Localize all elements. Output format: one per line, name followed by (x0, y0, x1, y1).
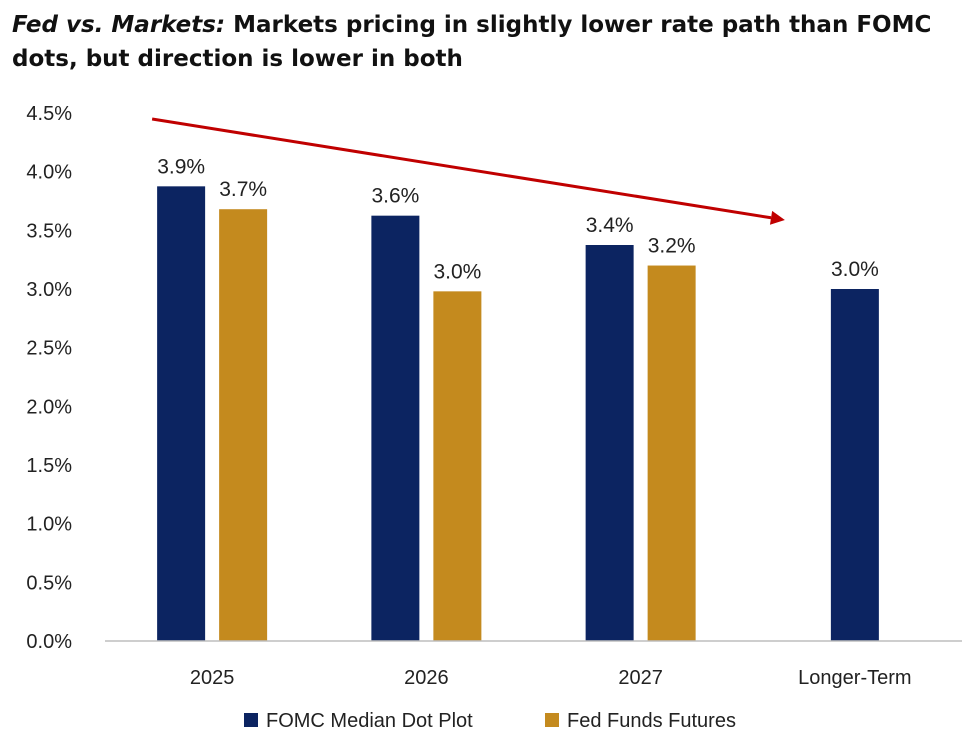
bar-fomc-2025 (157, 186, 206, 642)
bar-fomc-2026 (371, 215, 420, 641)
x-category-label: 2026 (404, 667, 449, 689)
bars (157, 186, 879, 642)
bar-futures-2026 (433, 291, 482, 641)
data-label: 3.2% (648, 235, 696, 258)
data-label: 3.9% (157, 155, 205, 178)
y-tick-label: 3.0% (26, 279, 72, 301)
legend-swatch (244, 713, 258, 727)
y-tick-label: 4.5% (26, 103, 72, 125)
data-label: 3.0% (433, 260, 481, 283)
bar-futures-2027 (647, 265, 696, 641)
legend-swatch (545, 713, 559, 727)
y-tick-label: 0.5% (26, 572, 72, 594)
trend-arrow-head (769, 210, 785, 225)
y-tick-label: 1.0% (26, 514, 72, 536)
bar-fomc-longer-term (830, 289, 879, 641)
y-tick-label: 4.0% (26, 162, 72, 184)
data-label: 3.7% (219, 178, 267, 201)
data-label: 3.4% (586, 214, 634, 237)
y-tick-label: 2.5% (26, 338, 72, 360)
bar-futures-2025 (219, 209, 268, 642)
x-category-label: 2025 (190, 667, 235, 689)
x-axis-categories: 2025 2026 2027 Longer-Term (190, 667, 912, 689)
trend-arrow (151, 117, 785, 225)
legend-label: FOMC Median Dot Plot (266, 710, 473, 732)
chart-title: Fed vs. Markets: Markets pricing in slig… (12, 8, 962, 76)
bar-fomc-2027 (585, 245, 634, 641)
x-category-label: Longer-Term (798, 667, 911, 689)
trend-arrow-shaft (151, 117, 772, 220)
y-axis: 0.0% 0.5% 1.0% 1.5% 2.0% 2.5% 3.0% 3.5% 4.0% 4.5% (26, 103, 72, 653)
y-tick-label: 0.0% (26, 631, 72, 653)
legend-label: Fed Funds Futures (567, 710, 736, 732)
x-category-label: 2027 (618, 667, 663, 689)
data-label: 3.6% (371, 185, 419, 208)
y-tick-label: 1.5% (26, 455, 72, 477)
y-tick-label: 2.0% (26, 396, 72, 418)
y-tick-label: 3.5% (26, 220, 72, 242)
chart-title-rest: Markets pricing in slightly lower rate p… (12, 12, 932, 72)
data-label: 3.0% (831, 258, 879, 281)
chart-title-italic: Fed vs. Markets: (12, 12, 226, 38)
data-labels: 3.9% 3.7% 3.6% 3.0% 3.4% 3.2% 3.0% (157, 155, 879, 283)
legend: FOMC Median Dot Plot Fed Funds Futures (244, 710, 736, 732)
